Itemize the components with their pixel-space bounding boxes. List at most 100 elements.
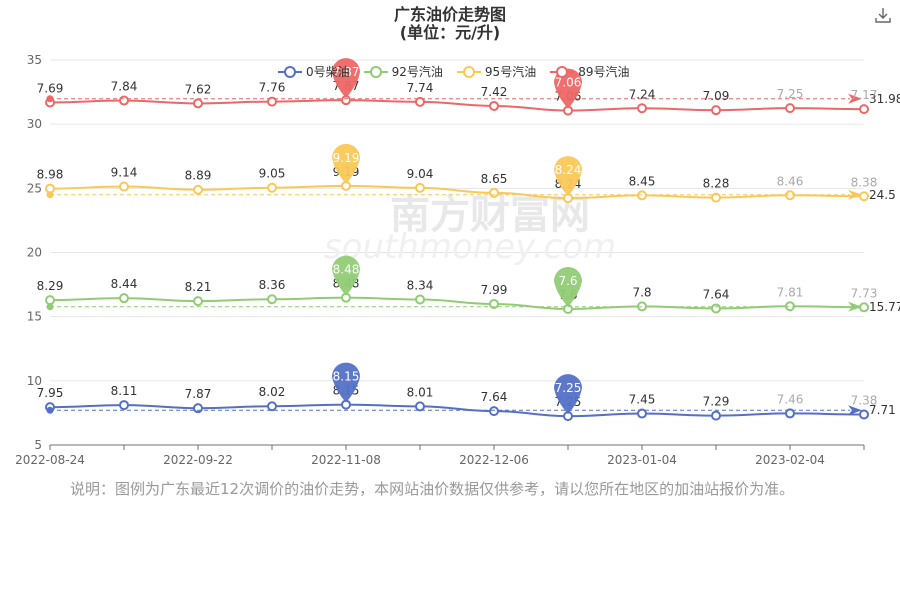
data-label: 7.24 xyxy=(629,87,656,101)
data-label: 7.29 xyxy=(703,395,730,409)
max-pin xyxy=(332,58,360,99)
data-point[interactable] xyxy=(45,295,55,306)
data-point[interactable] xyxy=(637,408,647,419)
data-point[interactable] xyxy=(785,408,795,419)
data-label: 7.38 xyxy=(851,393,878,407)
data-point[interactable] xyxy=(415,182,425,193)
data-point[interactable] xyxy=(785,301,795,312)
legend-item[interactable]: 89号汽油 xyxy=(550,63,629,80)
data-point[interactable] xyxy=(267,294,277,305)
max-pin xyxy=(332,255,360,296)
data-point[interactable] xyxy=(415,401,425,412)
data-point[interactable] xyxy=(119,95,129,106)
data-point[interactable] xyxy=(785,103,795,114)
data-label: 8.28 xyxy=(703,177,730,191)
data-point[interactable] xyxy=(119,400,129,411)
data-point[interactable] xyxy=(711,192,721,203)
average-start-marker xyxy=(46,191,54,199)
x-tick-label: 2022-12-06 xyxy=(459,453,529,467)
data-label: 7.42 xyxy=(481,85,508,99)
download-icon[interactable] xyxy=(874,6,892,24)
data-label: 7.95 xyxy=(37,386,64,400)
legend-swatch xyxy=(363,65,388,78)
data-label: 7.87 xyxy=(185,387,212,401)
min-pin xyxy=(554,266,582,307)
min-pin xyxy=(554,156,582,197)
data-label: 8.44 xyxy=(111,277,138,291)
data-point[interactable] xyxy=(119,181,129,192)
data-label: 8.34 xyxy=(407,278,434,292)
data-point[interactable] xyxy=(415,96,425,107)
x-tick-label: 2023-02-04 xyxy=(755,453,825,467)
data-point[interactable] xyxy=(193,403,203,414)
data-label: 8.46 xyxy=(777,174,804,188)
x-tick-label: 2022-09-22 xyxy=(163,453,233,467)
legend-item[interactable]: 95号汽油 xyxy=(456,63,537,80)
min-pin-label: 7.06 xyxy=(555,76,582,90)
data-point[interactable] xyxy=(119,293,129,304)
data-label: 7.62 xyxy=(185,82,212,96)
average-label: 31.98 xyxy=(869,92,900,106)
data-label: 9.04 xyxy=(407,167,434,181)
max-pin xyxy=(332,143,360,184)
data-label: 7.8 xyxy=(632,285,651,299)
series-line xyxy=(49,99,865,112)
data-point[interactable] xyxy=(267,182,277,193)
average-arrow xyxy=(848,405,862,416)
max-pin-label: 9.19 xyxy=(333,151,360,165)
axes: 5 10 15 20 25 30 35 2022-08-24 2022-09-22 2022-11… xyxy=(15,53,865,467)
average-label: 24.5 xyxy=(869,188,896,202)
series-line xyxy=(49,184,865,200)
legend-item[interactable]: 92号汽油 xyxy=(363,63,443,80)
data-point[interactable] xyxy=(489,100,499,111)
data-point[interactable] xyxy=(859,191,869,202)
data-point[interactable] xyxy=(267,96,277,107)
watermark: 南方财富网 southmoney.com xyxy=(324,192,616,267)
x-tick-label: 2022-08-24 xyxy=(15,453,85,467)
data-point[interactable] xyxy=(637,103,647,114)
data-point[interactable] xyxy=(711,303,721,314)
legend-label: 95号汽油 xyxy=(484,65,537,79)
legend: 0号柴油 92号汽油 95号汽油 89号汽油 xyxy=(278,63,629,80)
min-pin xyxy=(554,374,582,415)
data-point[interactable] xyxy=(415,294,425,305)
data-point[interactable] xyxy=(859,104,869,115)
data-label: 7.64 xyxy=(481,390,508,404)
data-label: 8.38 xyxy=(851,175,878,189)
legend-item[interactable]: 0号柴油 xyxy=(278,63,350,80)
legend-label: 0号柴油 xyxy=(306,65,350,79)
legend-swatch xyxy=(550,65,575,78)
max-pin-label: 7.87 xyxy=(333,65,360,79)
average-arrow xyxy=(848,93,862,104)
data-label: 7.25 xyxy=(777,87,804,101)
data-point[interactable] xyxy=(193,296,203,307)
min-pin-label: 7.6 xyxy=(558,274,577,288)
average-start-marker xyxy=(46,303,54,311)
y-tick-label: 25 xyxy=(27,181,42,195)
data-point[interactable] xyxy=(637,190,647,201)
data-point[interactable] xyxy=(711,105,721,116)
data-point[interactable] xyxy=(859,302,869,313)
data-label: 8.98 xyxy=(37,168,64,182)
data-label: 7.64 xyxy=(703,287,730,301)
data-label: 7.69 xyxy=(37,81,64,95)
data-point[interactable] xyxy=(193,98,203,109)
max-pin xyxy=(332,362,360,403)
y-tick-label: 35 xyxy=(27,53,42,67)
max-pin-label: 8.15 xyxy=(333,370,360,384)
data-point[interactable] xyxy=(267,401,277,412)
data-point[interactable] xyxy=(859,409,869,420)
data-label: 8.11 xyxy=(111,384,138,398)
y-tick-label: 20 xyxy=(27,246,42,260)
data-point[interactable] xyxy=(489,298,499,309)
extreme-markers: 8.15 7.25 8.48 7.6 9.19 8.24 7.87 7.06 xyxy=(332,58,582,415)
data-label: 8.01 xyxy=(407,385,434,399)
legend-label: 89号汽油 xyxy=(578,65,630,79)
data-point[interactable] xyxy=(711,410,721,421)
average-label: 15.77 xyxy=(869,300,900,314)
data-point[interactable] xyxy=(489,187,499,198)
data-point[interactable] xyxy=(193,184,203,195)
data-point[interactable] xyxy=(489,406,499,417)
y-tick-label: 10 xyxy=(27,374,42,388)
data-point[interactable] xyxy=(785,190,795,201)
